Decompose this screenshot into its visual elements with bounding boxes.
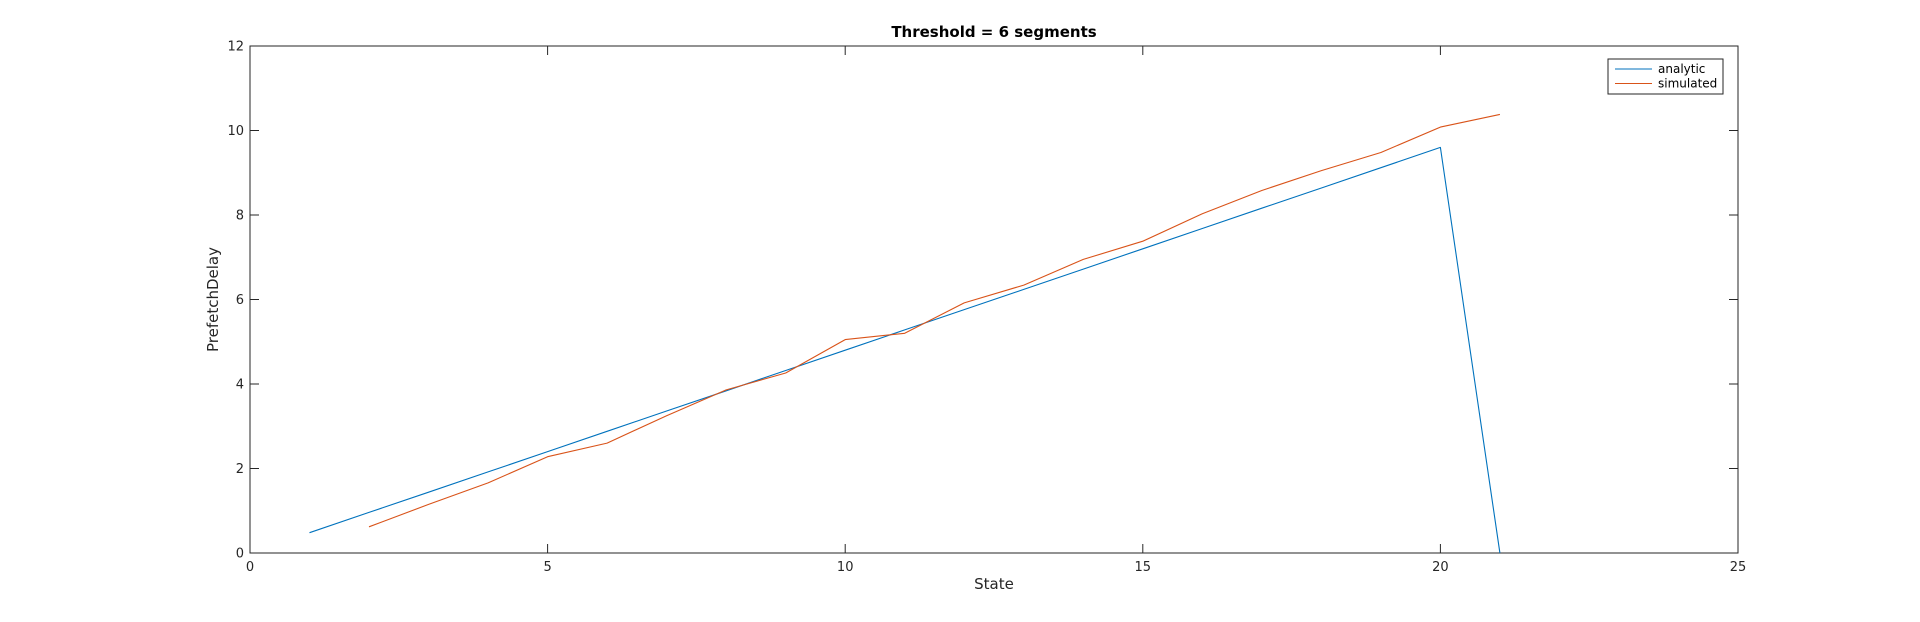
- y-tick-label: 8: [236, 209, 244, 224]
- y-tick-label: 12: [227, 40, 244, 55]
- chart-title: Threshold = 6 segments: [891, 23, 1096, 41]
- x-tick-label: 10: [837, 560, 854, 575]
- x-tick-label: 15: [1135, 560, 1152, 575]
- x-tick-label: 25: [1730, 560, 1747, 575]
- series-layer: [309, 113, 1501, 554]
- y-tick-label: 4: [236, 378, 244, 393]
- y-tick-label: 0: [236, 547, 244, 562]
- legend-label-analytic: analytic: [1658, 62, 1705, 76]
- x-axis-label: State: [974, 575, 1014, 593]
- x-tick-label: 5: [543, 560, 551, 575]
- x-axis-ticks: 0 5 10 15 20 25: [246, 46, 1746, 575]
- x-tick-label: 20: [1432, 560, 1449, 575]
- x-tick-label: 0: [246, 560, 254, 575]
- legend-label-simulated: simulated: [1658, 77, 1717, 91]
- series-line-simulated: [368, 113, 1501, 528]
- y-tick-label: 10: [227, 124, 244, 139]
- y-tick-label: 6: [236, 293, 244, 308]
- legend-box: [1607, 58, 1724, 95]
- y-axis-label: PrefetchDelay: [204, 247, 222, 352]
- series-line-analytic: [309, 146, 1501, 554]
- y-tick-label: 2: [236, 462, 244, 477]
- y-axis-ticks: 0 2 4 6 8 10 12: [227, 40, 1738, 562]
